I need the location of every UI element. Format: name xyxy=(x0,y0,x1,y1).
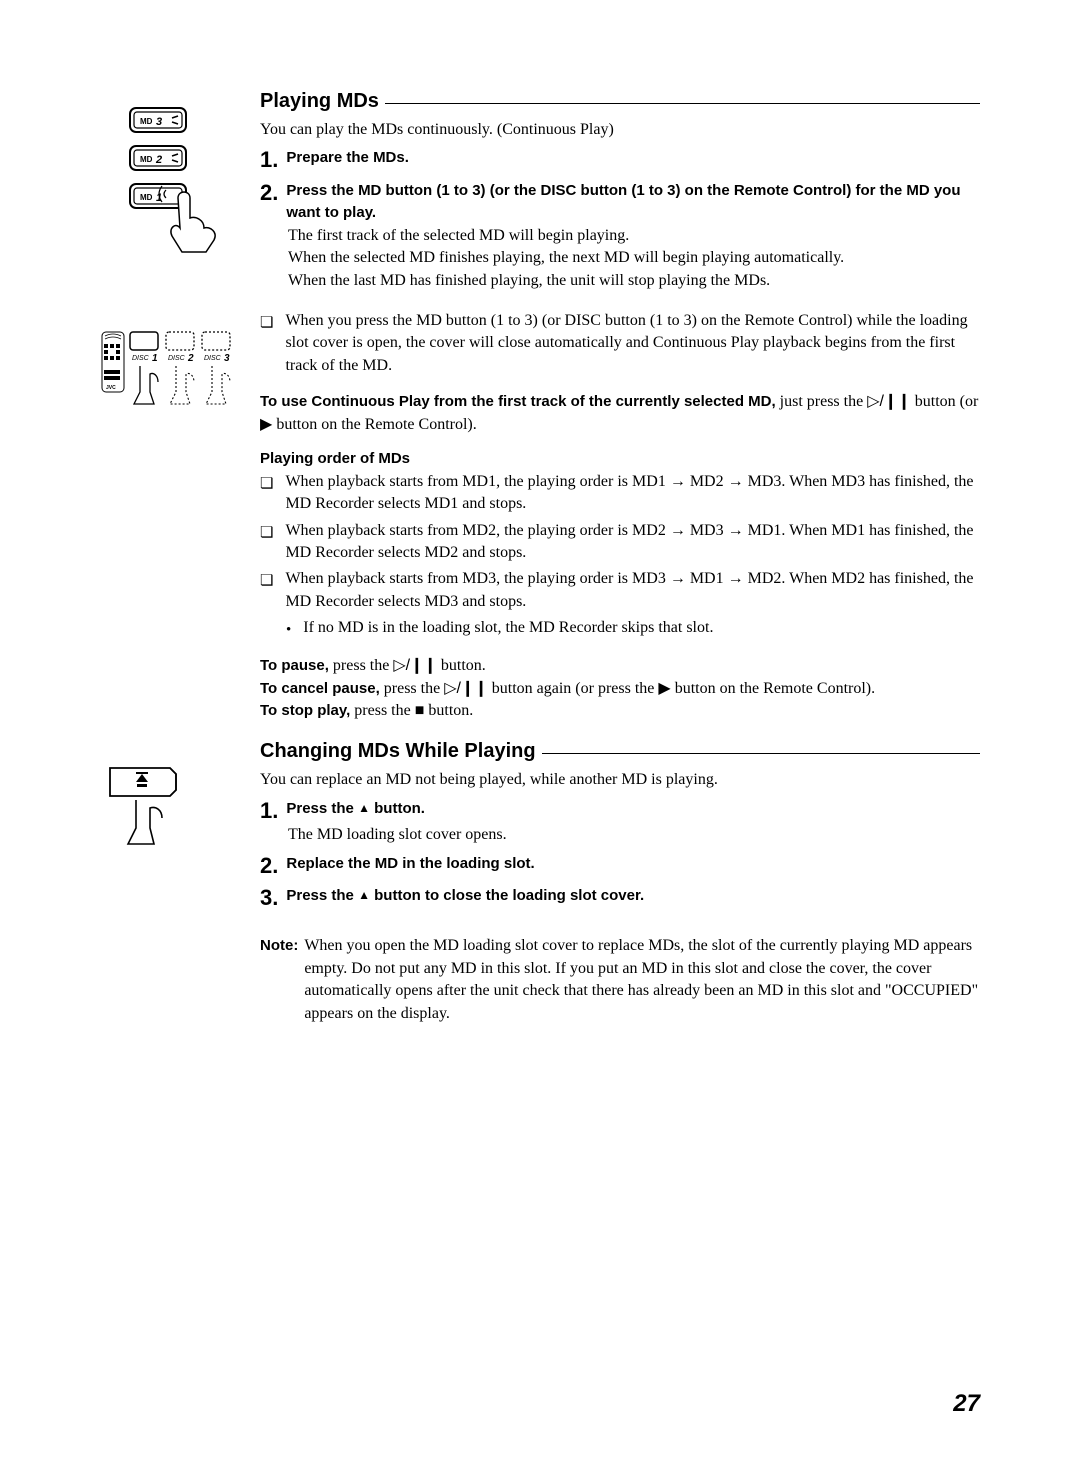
step-num-1: 1. xyxy=(260,147,278,173)
page-number: 27 xyxy=(953,1390,980,1418)
title-rule xyxy=(542,753,980,754)
step-label-2: Press the MD button (1 to 3) (or the DIS… xyxy=(286,180,980,225)
bullet-icon: ❏ xyxy=(260,571,273,592)
svg-text:3: 3 xyxy=(156,116,162,128)
order-text-3: When playback starts from MD3, the playi… xyxy=(285,568,980,613)
eject-icon: ▲ xyxy=(358,888,370,902)
note-label: Note: xyxy=(260,935,298,1025)
callout-text: When you press the MD button (1 to 3) (o… xyxy=(285,310,980,377)
s2-step-num-1: 1. xyxy=(260,798,278,824)
play-pause-icon: ▷/❙❙ xyxy=(393,657,437,674)
order-item-3: ❏ When playback starts from MD3, the pla… xyxy=(260,568,980,613)
dot-icon: • xyxy=(286,620,291,641)
s2-step-1: 1. Press the ▲ button. xyxy=(260,798,980,824)
pause-lead: To pause, xyxy=(260,657,329,674)
play-icon: ▶ xyxy=(260,416,272,433)
eject-icon: ▲ xyxy=(358,801,370,815)
order-item-1: ❏ When playback starts from MD1, the pla… xyxy=(260,471,980,516)
arrow-icon: → xyxy=(728,473,744,490)
section1-intro: You can play the MDs continuously. (Cont… xyxy=(260,119,980,141)
svg-text:DISC: DISC xyxy=(204,355,222,362)
svg-text:JVC: JVC xyxy=(106,385,116,391)
stop-lead: To stop play, xyxy=(260,702,350,719)
arrow-icon: → xyxy=(728,522,744,539)
svg-text:1: 1 xyxy=(152,353,158,364)
step2-line2: When the selected MD finishes playing, t… xyxy=(288,247,980,269)
order-item-2: ❏ When playback starts from MD2, the pla… xyxy=(260,520,980,565)
bullet-icon: ❏ xyxy=(260,313,273,334)
page-root: MD 3 MD 2 MD 1 xyxy=(0,0,1080,1085)
svg-text:DISC: DISC xyxy=(132,355,150,362)
play-icon: ▶ xyxy=(658,680,670,697)
s2-step-num-2: 2. xyxy=(260,853,278,879)
section2-title: Changing MDs While Playing xyxy=(260,740,536,763)
order-text-1: When playback starts from MD1, the playi… xyxy=(285,471,980,516)
section1-title: Playing MDs xyxy=(260,90,379,113)
section1-title-row: Playing MDs xyxy=(260,90,980,119)
s2-step1-body: The MD loading slot cover opens. xyxy=(288,824,980,846)
md3-label: MD xyxy=(140,117,153,126)
step-num-2: 2. xyxy=(260,180,278,206)
s2-step-num-3: 3. xyxy=(260,885,278,911)
step-2-body: The first track of the selected MD will … xyxy=(288,225,980,292)
s2-step-label-2: Replace the MD in the loading slot. xyxy=(286,853,534,876)
arrow-icon: → xyxy=(670,570,686,587)
continuous-tail3: button on the Remote Control). xyxy=(276,416,476,433)
continuous-lead: To use Continuous Play from the first tr… xyxy=(260,393,776,410)
section2-title-row: Changing MDs While Playing xyxy=(260,740,980,769)
arrow-icon: → xyxy=(728,570,744,587)
s2-step-label-3: Press the ▲ button to close the loading … xyxy=(286,885,644,908)
title-rule xyxy=(385,103,980,104)
svg-text:3: 3 xyxy=(224,353,230,364)
svg-text:2: 2 xyxy=(187,353,194,364)
play-pause-icon: ▷/❙❙ xyxy=(867,393,911,410)
bullet-icon: ❏ xyxy=(260,523,273,544)
text-column: Playing MDs You can play the MDs continu… xyxy=(260,90,980,1025)
step-2: 2. Press the MD button (1 to 3) (or the … xyxy=(260,180,980,225)
arrow-icon: → xyxy=(670,522,686,539)
step2-line1: The first track of the selected MD will … xyxy=(288,225,980,247)
continuous-tail2: button (or xyxy=(915,393,979,410)
svg-text:MD: MD xyxy=(140,193,153,202)
play-pause-icon: ▷/❙❙ xyxy=(444,680,488,697)
eject-icon-svg xyxy=(100,758,190,848)
order-sub: • If no MD is in the loading slot, the M… xyxy=(286,617,980,641)
s2-step-2: 2. Replace the MD in the loading slot. xyxy=(260,853,980,879)
order-text-2: When playback starts from MD2, the playi… xyxy=(285,520,980,565)
disc-buttons-icon: JVC DISC 1 DISC 2 xyxy=(100,330,240,410)
step-1: 1. Prepare the MDs. xyxy=(260,147,980,173)
svg-text:MD: MD xyxy=(140,155,153,164)
bullet-icon: ❏ xyxy=(260,474,273,495)
md-slot-illustration: MD 3 MD 2 MD 1 xyxy=(100,98,240,258)
step2-line3: When the last MD has finished playing, t… xyxy=(288,270,980,292)
cancel-lead: To cancel pause, xyxy=(260,680,380,697)
callout-row: ❏ When you press the MD button (1 to 3) … xyxy=(260,310,980,377)
content-area: MD 3 MD 2 MD 1 xyxy=(100,90,980,1025)
order-sub-text: If no MD is in the loading slot, the MD … xyxy=(303,617,713,639)
svg-text:DISC: DISC xyxy=(168,355,186,362)
section2: Changing MDs While Playing You can repla… xyxy=(260,740,980,1025)
arrow-icon: → xyxy=(670,473,686,490)
section2-intro: You can replace an MD not being played, … xyxy=(260,769,980,791)
svg-text:2: 2 xyxy=(155,154,162,166)
note-block: Note: When you open the MD loading slot … xyxy=(260,935,980,1025)
illustration-column: MD 3 MD 2 MD 1 xyxy=(100,90,240,1025)
s2-step-3: 3. Press the ▲ button to close the loadi… xyxy=(260,885,980,911)
continuous-tail1: just press the xyxy=(780,393,868,410)
playing-order-heading: Playing order of MDs xyxy=(260,450,980,467)
eject-button-illustration xyxy=(100,758,240,848)
spacer xyxy=(100,410,240,748)
md-slots-icon: MD 3 MD 2 MD 1 xyxy=(100,98,230,258)
pause-line: To pause, press the ▷/❙❙ button. xyxy=(260,655,980,677)
cancel-line: To cancel pause, press the ▷/❙❙ button a… xyxy=(260,678,980,700)
continuous-play-para: To use Continuous Play from the first tr… xyxy=(260,391,980,436)
s2-step-label-1: Press the ▲ button. xyxy=(286,798,425,821)
stop-line: To stop play, press the ■ button. xyxy=(260,700,980,722)
stop-icon: ■ xyxy=(415,702,425,719)
note-text: When you open the MD loading slot cover … xyxy=(304,935,980,1025)
step-label-1: Prepare the MDs. xyxy=(286,147,409,170)
disc-buttons-illustration: JVC DISC 1 DISC 2 xyxy=(100,330,240,410)
